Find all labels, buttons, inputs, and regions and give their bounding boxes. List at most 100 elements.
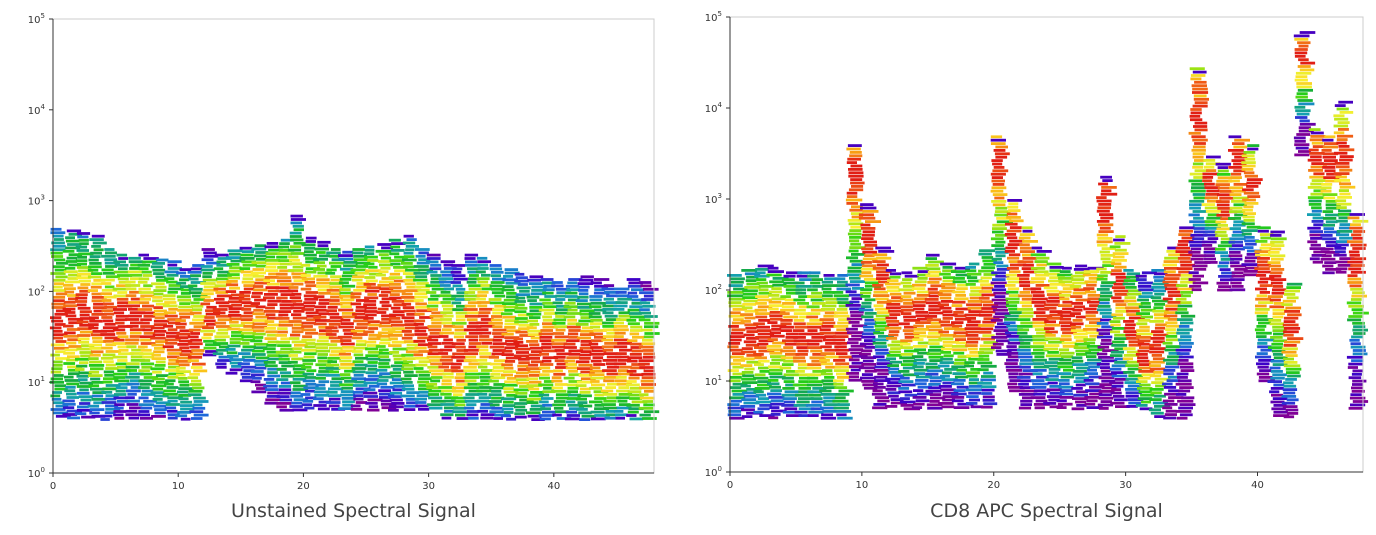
bin — [1115, 306, 1130, 310]
bin — [641, 328, 653, 332]
bin — [426, 257, 441, 260]
bin — [242, 338, 255, 342]
bin — [1203, 247, 1217, 251]
bin — [1007, 280, 1023, 284]
bin — [389, 398, 403, 402]
bin — [1241, 154, 1255, 158]
bin — [516, 286, 531, 290]
bin — [1202, 172, 1219, 176]
bin — [928, 328, 943, 332]
bin — [389, 283, 401, 286]
bin — [568, 335, 579, 339]
bin — [114, 416, 125, 420]
bin — [238, 328, 254, 332]
bin — [389, 371, 402, 375]
bin — [92, 241, 107, 245]
bin — [563, 315, 576, 319]
bin — [127, 392, 137, 396]
bin — [1178, 389, 1191, 393]
bin — [530, 350, 542, 353]
bin — [1135, 353, 1148, 356]
bin — [364, 289, 380, 293]
bin — [594, 397, 607, 400]
bin — [799, 315, 813, 319]
bin — [837, 301, 854, 304]
bin — [327, 360, 337, 364]
bin — [1073, 336, 1088, 339]
bin — [379, 341, 391, 345]
bin — [753, 376, 769, 380]
bin — [291, 357, 304, 361]
bin — [990, 189, 1004, 193]
bin — [1059, 396, 1074, 399]
bin — [729, 376, 742, 379]
bin — [341, 312, 356, 315]
bin — [1005, 222, 1018, 226]
bin — [860, 295, 871, 298]
bin — [992, 162, 1003, 166]
bin — [1296, 112, 1310, 116]
bin — [615, 355, 629, 359]
bin — [167, 416, 178, 420]
bin — [390, 249, 405, 252]
bin — [52, 391, 62, 394]
bin — [1178, 355, 1194, 359]
bin — [940, 374, 950, 378]
bin — [214, 253, 229, 257]
bin — [1230, 257, 1243, 261]
bin — [451, 386, 467, 390]
bin — [79, 330, 93, 334]
bin — [443, 399, 456, 403]
bin — [130, 297, 145, 301]
bin — [638, 281, 652, 284]
bin — [860, 267, 877, 271]
bin — [243, 284, 256, 287]
bin — [1256, 352, 1268, 355]
bin — [1021, 311, 1036, 315]
bin — [539, 335, 553, 339]
bin — [431, 287, 447, 291]
bin — [1100, 216, 1114, 220]
bin — [317, 240, 331, 244]
bin — [431, 372, 446, 376]
bin — [850, 164, 863, 168]
bin — [175, 366, 186, 370]
bin — [1256, 314, 1268, 318]
bin — [77, 327, 92, 331]
bin — [67, 317, 84, 321]
bin — [542, 315, 552, 319]
bin — [288, 286, 299, 289]
bin — [1098, 230, 1114, 233]
bin — [503, 387, 514, 390]
bin — [836, 410, 852, 413]
bin — [125, 294, 137, 298]
bin — [1338, 216, 1350, 220]
bin — [381, 277, 395, 280]
bin — [891, 340, 908, 344]
bin — [940, 323, 955, 327]
bin — [326, 268, 337, 272]
bin — [861, 233, 875, 237]
bin — [578, 363, 593, 367]
bin — [1284, 310, 1300, 313]
bin — [501, 353, 514, 356]
bin — [1347, 260, 1364, 264]
bin — [732, 393, 745, 396]
bin — [1323, 159, 1338, 162]
bin — [1009, 389, 1025, 393]
bin — [1069, 285, 1082, 288]
bin — [1350, 298, 1362, 301]
bin — [103, 360, 114, 364]
bin — [556, 308, 572, 312]
bin — [52, 299, 65, 303]
bin — [391, 378, 403, 381]
bin — [326, 251, 341, 255]
bin — [143, 399, 157, 403]
bin — [440, 290, 451, 294]
bin — [91, 415, 106, 418]
bin — [952, 372, 966, 375]
bin — [1242, 188, 1254, 192]
bin — [428, 348, 443, 352]
bin — [1154, 316, 1171, 320]
bin — [453, 393, 463, 397]
